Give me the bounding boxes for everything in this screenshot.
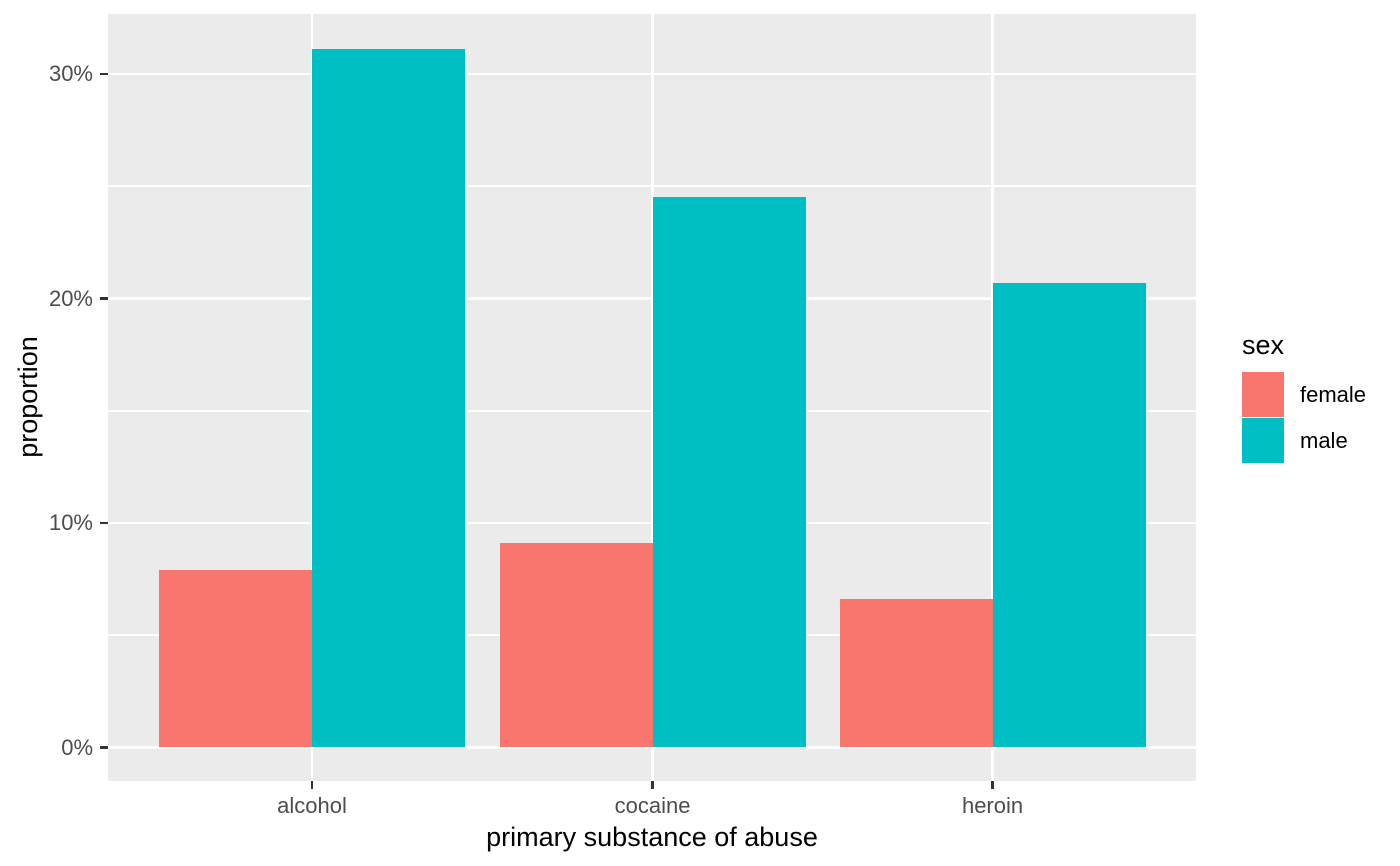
x-axis-title: primary substance of abuse <box>486 822 818 852</box>
y-tick-label-10: 10% <box>48 510 93 535</box>
x-tick-mark-heroin <box>991 781 994 789</box>
bar-heroin-male <box>992 282 1146 748</box>
legend-title: sex <box>1242 330 1285 360</box>
legend-swatch-male <box>1242 418 1284 463</box>
y-tick-label-20: 20% <box>48 285 93 311</box>
plot-panel <box>108 14 1196 781</box>
bar-cocaine-male <box>652 197 806 748</box>
bar-cocaine-female <box>499 543 653 748</box>
legend-label-female: female <box>1300 381 1367 407</box>
y-axis-title: proportion <box>13 336 43 458</box>
x-tick-mark-cocaine <box>651 781 654 789</box>
x-tick-mark-alcohol <box>310 781 314 789</box>
y-tick-mark-10 <box>100 521 108 525</box>
y-tick-label-0: 0% <box>61 734 93 760</box>
bar-heroin-female <box>839 599 993 748</box>
legend: sex female male <box>1242 330 1366 464</box>
legend-item-male: male <box>1242 418 1366 463</box>
y-tick-label-30: 30% <box>48 61 93 86</box>
legend-swatch-female <box>1242 372 1284 417</box>
x-tick-label-alcohol: alcohol <box>277 793 347 818</box>
y-tick-mark-30 <box>100 72 108 76</box>
x-tick-label-cocaine: cocaine <box>614 793 691 818</box>
bar-alcohol-female <box>159 570 312 748</box>
legend-items: female male <box>1242 372 1366 463</box>
legend-label-male: male <box>1300 427 1348 453</box>
x-tick-label-heroin: heroin <box>961 793 1024 818</box>
y-tick-mark-0 <box>100 746 108 749</box>
legend-item-female: female <box>1242 372 1366 417</box>
bar-alcohol-male <box>312 49 465 748</box>
y-tick-mark-20 <box>100 297 108 300</box>
